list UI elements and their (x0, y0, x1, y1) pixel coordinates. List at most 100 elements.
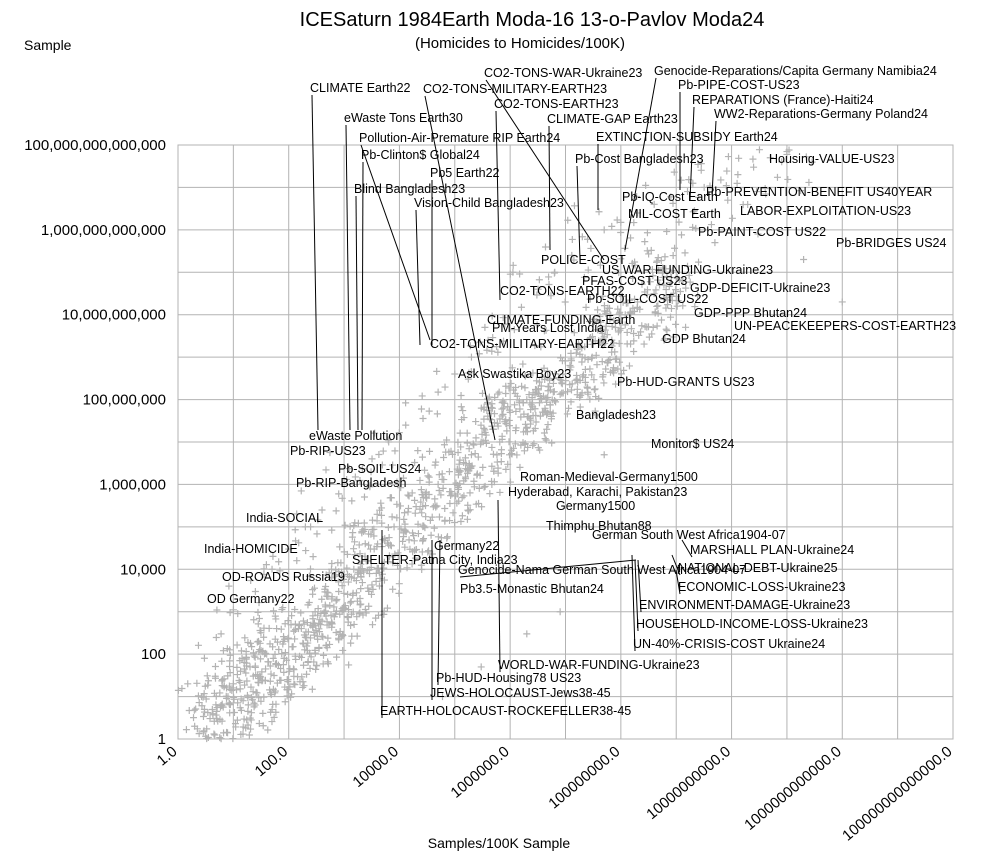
data-point (353, 632, 361, 640)
data-point (321, 601, 329, 609)
data-point (412, 545, 420, 553)
y-tick-label: 10,000 (120, 561, 166, 578)
data-point (542, 436, 550, 444)
data-point (517, 303, 525, 311)
annotation-label: Pb-BRIDGES US24 (836, 236, 947, 250)
data-point (385, 552, 393, 560)
data-point (335, 490, 343, 498)
data-point (661, 253, 669, 261)
data-point (331, 572, 339, 580)
data-point (596, 261, 604, 269)
data-point (481, 482, 489, 490)
data-point (599, 335, 607, 343)
data-point (243, 677, 251, 685)
data-point (419, 523, 427, 531)
data-point (255, 615, 263, 623)
data-point (643, 290, 651, 298)
data-point (404, 491, 412, 499)
data-point (466, 506, 474, 514)
data-point (466, 342, 474, 350)
annotation-label: US WAR FUNDING-Ukraine23 (602, 263, 773, 277)
data-point (584, 356, 592, 364)
data-point (510, 386, 518, 394)
data-point (350, 545, 358, 553)
data-point (399, 537, 407, 545)
data-point (567, 363, 575, 371)
data-point (192, 705, 200, 713)
data-point (634, 209, 642, 217)
data-point (332, 628, 340, 636)
data-point (393, 514, 401, 522)
data-point (417, 561, 425, 569)
data-point (373, 510, 381, 518)
annotation-label: eWaste Tons Earth30 (344, 111, 463, 125)
data-point (588, 340, 596, 348)
data-point (340, 548, 348, 556)
data-point (509, 261, 517, 269)
data-point (586, 395, 594, 403)
data-point (237, 667, 245, 675)
data-point (503, 427, 511, 435)
data-point (686, 278, 694, 286)
data-point (285, 667, 293, 675)
data-point (545, 383, 553, 391)
data-point (504, 403, 512, 411)
annotation-leader-line (361, 161, 364, 431)
data-point (281, 620, 289, 628)
data-point (509, 268, 517, 276)
data-point (300, 661, 308, 669)
data-point (299, 617, 307, 625)
data-point (526, 399, 534, 407)
data-point (424, 472, 432, 480)
data-point (344, 590, 352, 598)
data-point (322, 466, 330, 474)
data-point (429, 503, 437, 511)
data-point (570, 202, 578, 210)
annotation-label: JEWS-HOLOCAUST-Jews38-45 (430, 686, 611, 700)
data-point (800, 256, 808, 264)
data-point (498, 412, 506, 420)
data-point (358, 465, 366, 473)
annotation-label: MARSHALL PLAN-Ukraine24 (690, 543, 854, 557)
data-point (677, 176, 685, 184)
data-point (613, 355, 621, 363)
data-point (433, 410, 441, 418)
data-point (330, 613, 338, 621)
data-point (266, 662, 274, 670)
data-point (260, 570, 268, 578)
data-point (592, 351, 600, 359)
data-point (621, 311, 629, 319)
data-point (566, 381, 574, 389)
data-point (476, 338, 484, 346)
data-point (233, 671, 241, 679)
data-point (212, 634, 220, 642)
data-point (233, 686, 241, 694)
data-point (224, 693, 232, 701)
data-point (300, 682, 308, 690)
data-point (694, 292, 702, 300)
data-point (283, 692, 291, 700)
annotation-label: Thimphu Bhutan88 (546, 519, 652, 533)
annotation-leader-line (634, 559, 639, 632)
data-point (578, 389, 586, 397)
data-point (587, 244, 595, 252)
data-point (242, 669, 250, 677)
annotation-label: Monitor$ US24 (651, 437, 734, 451)
data-point (667, 305, 675, 313)
data-point (449, 450, 457, 458)
data-point (488, 443, 496, 451)
data-point (669, 267, 677, 275)
data-point (255, 719, 263, 727)
data-point (408, 489, 416, 497)
data-point (697, 166, 705, 174)
data-point (421, 502, 429, 510)
x-tick-label: 1000000.0 (447, 743, 512, 802)
y-tick-label: 10,000,000,000 (62, 307, 166, 324)
data-point (506, 408, 514, 416)
data-point (220, 683, 228, 691)
data-point (202, 695, 210, 703)
x-tick-label: 100000000.0 (545, 743, 623, 812)
data-point (339, 632, 347, 640)
data-point (465, 445, 473, 453)
data-point (426, 447, 434, 455)
